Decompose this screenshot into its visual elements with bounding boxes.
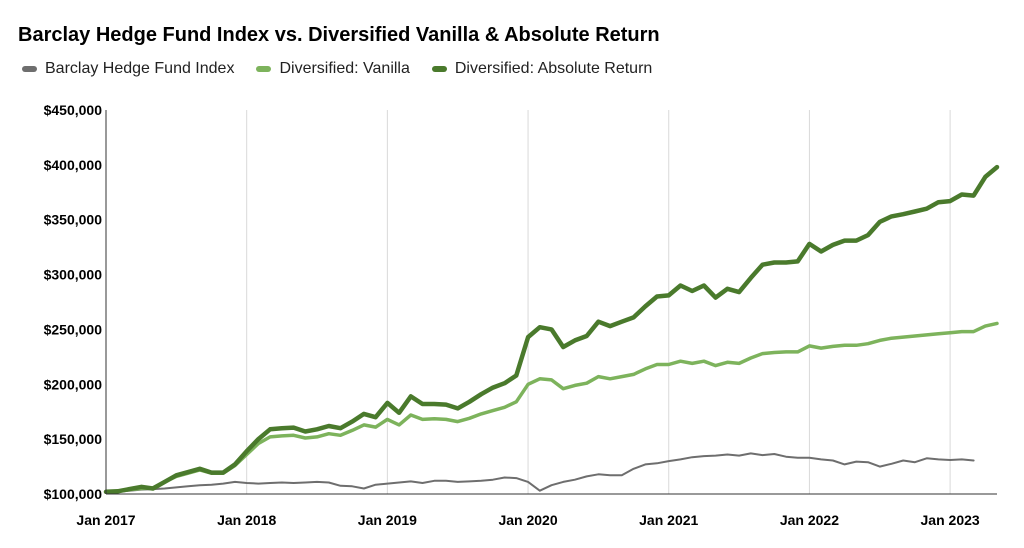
legend-label-vanilla: Diversified: Vanilla [279, 60, 410, 77]
y-tick-label-5: $350,000 [44, 212, 103, 228]
chart-title: Barclay Hedge Fund Index vs. Diversified… [18, 24, 660, 46]
x-tick-label-5: Jan 2022 [780, 512, 839, 528]
x-tick-label-1: Jan 2018 [217, 512, 276, 528]
legend-swatch-absolute-return [431, 66, 447, 72]
y-tick-label-4: $300,000 [44, 267, 103, 283]
series-line-barclay [105, 452, 975, 494]
y-tick-label-7: $450,000 [44, 102, 103, 118]
x-tick-label-3: Jan 2020 [498, 512, 557, 528]
x-tick-label-0: Jan 2017 [76, 512, 135, 528]
x-tick-label-2: Jan 2019 [358, 512, 417, 528]
series-line-vanilla [104, 321, 999, 494]
x-tick-label-4: Jan 2021 [639, 512, 698, 528]
legend-swatch-barclay [22, 66, 37, 72]
series-line-absolute-return [103, 164, 1000, 495]
grid-layer [105, 110, 951, 494]
y-tick-label-0: $100,000 [44, 486, 103, 502]
legend-swatch-vanilla [256, 66, 272, 72]
legend-label-barclay: Barclay Hedge Fund Index [45, 60, 235, 77]
x-tick-label-6: Jan 2023 [921, 512, 980, 528]
y-tick-label-6: $400,000 [44, 157, 103, 173]
series-layer [103, 164, 1000, 495]
axis-layer: Jan 2017 Jan 2018 Jan 2019 Jan 2020 Jan 2021… [44, 102, 997, 528]
y-tick-label-2: $200,000 [44, 376, 103, 392]
y-tick-label-1: $150,000 [44, 431, 103, 447]
y-tick-label-3: $250,000 [44, 321, 103, 337]
legend-label-absolute-return: Diversified: Absolute Return [454, 60, 653, 77]
legend-entry-vanilla: Diversified: Vanilla [256, 60, 410, 78]
legend-entry-absolute-return: Diversified: Absolute Return [431, 60, 653, 78]
legend: Barclay Hedge Fund Index Diversified: Va… [22, 60, 652, 78]
legend-entry-barclay: Barclay Hedge Fund Index [22, 60, 234, 78]
